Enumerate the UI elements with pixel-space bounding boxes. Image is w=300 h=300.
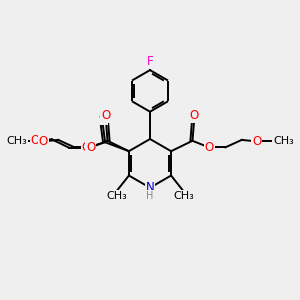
Text: O: O [205, 140, 214, 154]
Text: O: O [189, 110, 199, 122]
Text: H: H [146, 191, 154, 201]
Text: CH₃: CH₃ [273, 136, 294, 146]
Text: O: O [11, 134, 20, 147]
Text: O: O [38, 135, 48, 148]
Text: O: O [98, 111, 107, 124]
Text: N: N [146, 181, 154, 194]
Text: F: F [147, 55, 153, 68]
Text: O: O [82, 141, 91, 154]
Text: O: O [31, 134, 40, 147]
Text: CH₃: CH₃ [6, 136, 27, 146]
Text: O: O [252, 135, 262, 148]
Text: O: O [101, 110, 111, 122]
Text: O: O [86, 140, 95, 154]
Text: CH₃: CH₃ [173, 191, 194, 201]
Text: CH₃: CH₃ [106, 191, 127, 201]
